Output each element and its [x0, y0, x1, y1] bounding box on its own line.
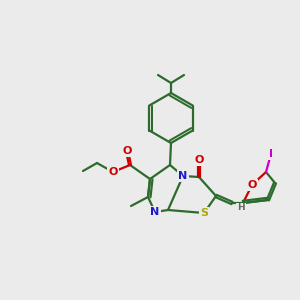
Text: S: S [200, 208, 208, 218]
Text: N: N [178, 171, 188, 181]
Text: I: I [269, 149, 273, 159]
Text: O: O [108, 167, 118, 177]
Text: N: N [150, 207, 160, 217]
Text: O: O [194, 155, 204, 165]
Text: O: O [122, 146, 132, 156]
Text: O: O [247, 180, 257, 190]
Text: H: H [237, 203, 245, 212]
